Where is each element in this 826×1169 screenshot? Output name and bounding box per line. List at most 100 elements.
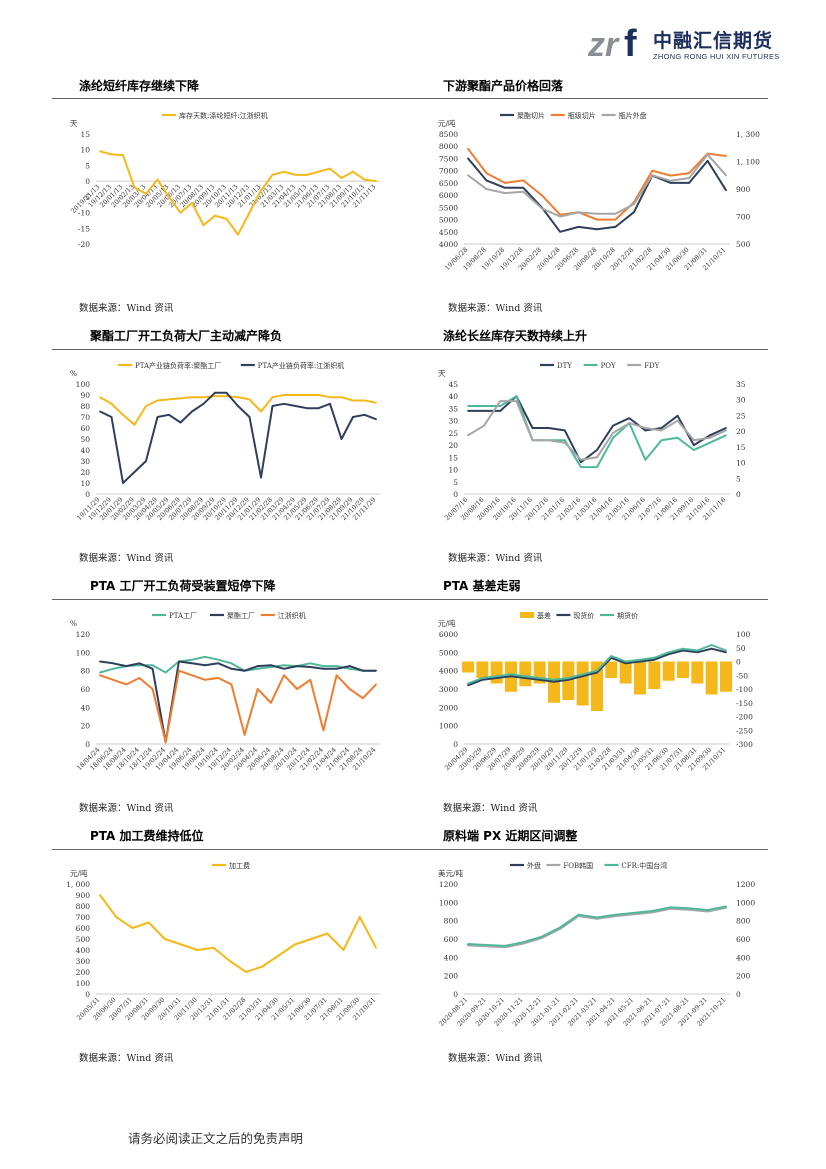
data-point xyxy=(710,647,713,650)
y2-tick-label: -150 xyxy=(736,699,753,708)
data-point xyxy=(296,665,299,667)
chart-px-price: 美元/吨 1200 1000 800 600 400 200 0 1200 1000 800 600 4… xyxy=(437,861,755,1028)
y2-tick-label: -250 xyxy=(736,726,753,735)
y2-tick-label: 1, 300 xyxy=(736,130,760,139)
data-point xyxy=(614,225,617,228)
data-point xyxy=(567,677,570,679)
data-point xyxy=(499,409,502,412)
y-tick-label: 30 xyxy=(448,417,458,426)
data-point xyxy=(202,396,205,399)
y-tick-label: 800 xyxy=(76,902,91,911)
y-tick-label: 20 xyxy=(80,722,90,731)
data-point xyxy=(283,394,285,396)
legend-label: FOB韩国 xyxy=(563,861,593,870)
data-point xyxy=(708,436,711,439)
data-point xyxy=(180,943,183,946)
section-title: PTA 工厂开工负荷受装置短停下降 xyxy=(90,579,276,593)
data-point xyxy=(725,429,727,432)
y2-tick-label: 15 xyxy=(736,443,746,452)
data-point xyxy=(225,395,228,397)
data-point xyxy=(283,667,285,670)
y-tick-label: 5000 xyxy=(439,216,458,225)
legend-label: 外盘 xyxy=(527,861,541,870)
basis-bar xyxy=(490,661,503,684)
zrf-logo-icon: zr f xyxy=(587,23,637,65)
y2-tick-label: 100 xyxy=(736,630,751,639)
data-point xyxy=(196,949,199,951)
y-tick-label: 1000 xyxy=(439,722,458,731)
y-tick-label: 45 xyxy=(448,380,458,389)
data-point xyxy=(260,410,262,413)
data-point xyxy=(122,413,124,416)
data-point xyxy=(596,228,598,231)
data-point xyxy=(563,439,566,442)
data-point xyxy=(375,669,377,672)
y-tick-label: 7000 xyxy=(439,167,458,176)
data-point xyxy=(260,189,262,192)
data-point xyxy=(624,660,627,663)
y2-tick-label: 0 xyxy=(736,658,741,667)
source-note: 数据来源：Wind 资讯 xyxy=(443,803,538,814)
data-point xyxy=(168,398,170,401)
chart-filament-inventory: 天4540353025201510503530252015105020/07/1… xyxy=(438,362,746,522)
data-point xyxy=(133,471,136,473)
data-point xyxy=(283,664,285,667)
data-point xyxy=(245,971,248,973)
y-tick-label: 8500 xyxy=(439,130,458,139)
y-tick-label: 70 xyxy=(80,413,90,422)
data-point xyxy=(553,680,555,683)
legend-label: DTY xyxy=(557,362,572,370)
data-point xyxy=(499,405,502,407)
y-axis-unit: 元/吨 xyxy=(438,118,456,128)
basis-bar xyxy=(462,661,474,673)
chart-pta-load: %12010080604020018/04/2418/06/2418/08/24… xyxy=(70,611,380,772)
data-point xyxy=(692,444,695,447)
y-tick-label: 4000 xyxy=(439,240,458,249)
data-point xyxy=(156,399,159,402)
data-point xyxy=(688,181,691,184)
data-point xyxy=(348,667,351,670)
y-axis-unit: % xyxy=(70,369,77,378)
data-point xyxy=(653,658,656,661)
basis-bar xyxy=(677,661,689,678)
data-point xyxy=(131,927,134,929)
y-tick-label: 90 xyxy=(80,391,90,400)
series-line xyxy=(99,660,376,744)
data-point xyxy=(375,401,377,404)
data-point xyxy=(524,677,527,679)
data-point xyxy=(352,170,354,173)
y-tick-label: 3000 xyxy=(439,685,458,694)
data-point xyxy=(706,159,709,162)
legend-label: 江浙织机 xyxy=(278,611,306,620)
divider xyxy=(52,98,768,99)
y-tick-label: -10 xyxy=(78,209,90,218)
data-point xyxy=(269,701,272,704)
data-point xyxy=(329,167,331,170)
data-point xyxy=(531,439,534,442)
data-point xyxy=(632,211,635,214)
data-point xyxy=(122,154,124,156)
data-point xyxy=(168,413,170,416)
data-point xyxy=(540,207,543,210)
data-point xyxy=(577,225,580,228)
basis-bar xyxy=(648,661,661,689)
y-tick-label: 2000 xyxy=(439,703,458,712)
data-point xyxy=(515,400,518,403)
data-point xyxy=(145,192,147,195)
y-axis-unit: 元/吨 xyxy=(70,868,88,878)
data-point xyxy=(243,669,246,672)
data-point xyxy=(191,662,193,665)
data-point xyxy=(363,399,366,402)
basis-bar xyxy=(519,661,532,687)
y-tick-label: 100 xyxy=(76,648,91,657)
y-tick-label: 0 xyxy=(85,177,90,186)
data-point xyxy=(271,405,274,407)
data-point xyxy=(725,174,727,177)
data-point xyxy=(294,173,297,176)
data-point xyxy=(164,741,167,744)
data-point xyxy=(725,189,727,192)
data-point xyxy=(145,460,147,462)
y-tick-label: 1200 xyxy=(439,880,458,889)
y-tick-label: 5000 xyxy=(439,648,458,657)
data-point xyxy=(306,394,308,396)
